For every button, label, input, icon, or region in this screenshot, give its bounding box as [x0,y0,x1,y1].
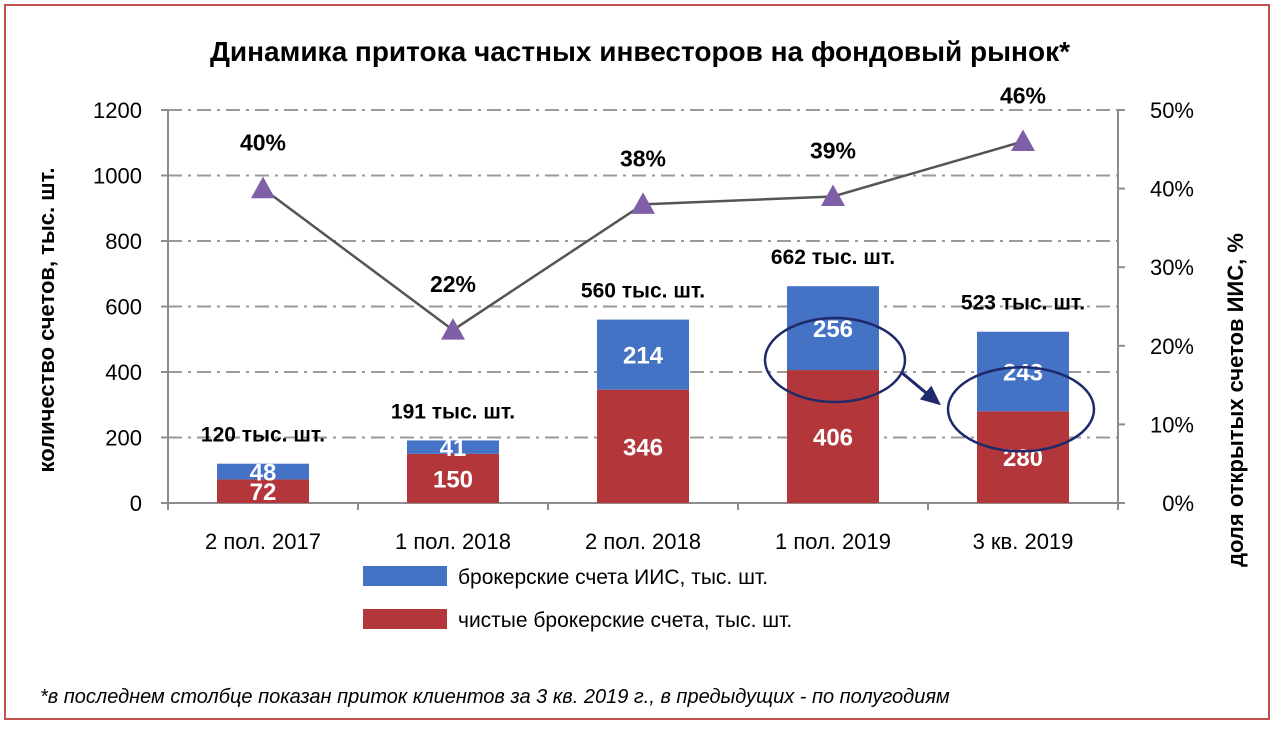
y2-axis-title: доля открытых счетов ИИС, % [1223,233,1248,567]
bar-net-brokerage-label: 346 [623,434,663,461]
bar-iis [787,286,879,371]
share-marker [251,176,275,199]
bar-iis [407,440,499,454]
bar-iis-label: 48 [250,460,277,487]
annotation-circle [946,366,1096,453]
x-tick-label: 2 пол. 2017 [205,529,321,554]
legend-label: брокерские счета ИИС, тыс. шт. [458,566,768,589]
legend-swatch [363,566,447,586]
bar-iis-label: 243 [1003,360,1043,387]
bar-iis-label: 256 [813,316,853,343]
bar-iis [597,319,689,390]
share-marker [441,318,465,340]
bar-net-brokerage [407,453,499,503]
y-tick-label: 1200 [93,98,142,123]
chart-frame [4,4,1270,720]
chart-title: Динамика притока частных инвесторов на ф… [209,36,1070,67]
y-tick-label: 1000 [93,164,142,189]
bar-iis [217,463,309,480]
y2-tick-label: 10% [1150,412,1194,437]
share-marker [631,192,655,214]
share-marker [821,184,845,207]
share-label: 46% [1000,82,1046,108]
legend-label: чистые брокерские счета, тыс. шт. [458,609,792,632]
y2-tick-label: 40% [1150,177,1194,202]
bar-iis-label: 214 [623,343,664,370]
y2-tick-label: 0% [1162,491,1194,516]
bar-total-label: 662 тыс. шт. [771,246,895,269]
share-label: 38% [620,145,666,171]
bar-net-brokerage-label: 150 [433,466,473,493]
x-tick-label: 1 пол. 2018 [395,529,511,554]
y-tick-label: 0 [130,491,142,516]
y-axis-title: количество счетов, тыс. шт. [34,168,59,473]
bar-total-label: 560 тыс. шт. [581,280,705,303]
bar-net-brokerage [977,411,1069,503]
annotation-circle [763,316,907,404]
share-marker [1011,129,1035,152]
share-label: 22% [430,271,476,297]
bar-total-label: 523 тыс. шт. [961,292,1085,315]
y-tick-label: 200 [105,426,142,451]
annotation-arrow-shaft [900,370,930,397]
y2-tick-label: 50% [1150,98,1194,123]
y2-tick-label: 30% [1150,255,1194,280]
bar-net-brokerage [217,479,309,503]
x-tick-label: 3 кв. 2019 [973,529,1074,554]
y-tick-label: 800 [105,229,142,254]
share-label: 39% [810,137,856,163]
legend-swatch [363,609,447,629]
x-tick-label: 1 пол. 2019 [775,529,891,554]
y2-tick-label: 20% [1150,334,1194,359]
bar-net-brokerage-label: 72 [250,479,277,506]
bar-total-label: 191 тыс. шт. [391,400,515,423]
x-tick-label: 2 пол. 2018 [585,529,701,554]
share-label: 40% [240,130,286,156]
bar-net-brokerage [597,389,689,503]
y-tick-label: 400 [105,360,142,385]
bar-iis-label: 41 [440,435,467,462]
bar-net-brokerage [787,370,879,503]
bar-total-label: 120 тыс. шт. [201,424,325,447]
annotation-arrow-head [919,385,941,406]
bar-net-brokerage-label: 406 [813,425,853,452]
y-tick-label: 600 [105,295,142,320]
chart-footnote: *в последнем столбце показан приток клие… [40,686,950,708]
